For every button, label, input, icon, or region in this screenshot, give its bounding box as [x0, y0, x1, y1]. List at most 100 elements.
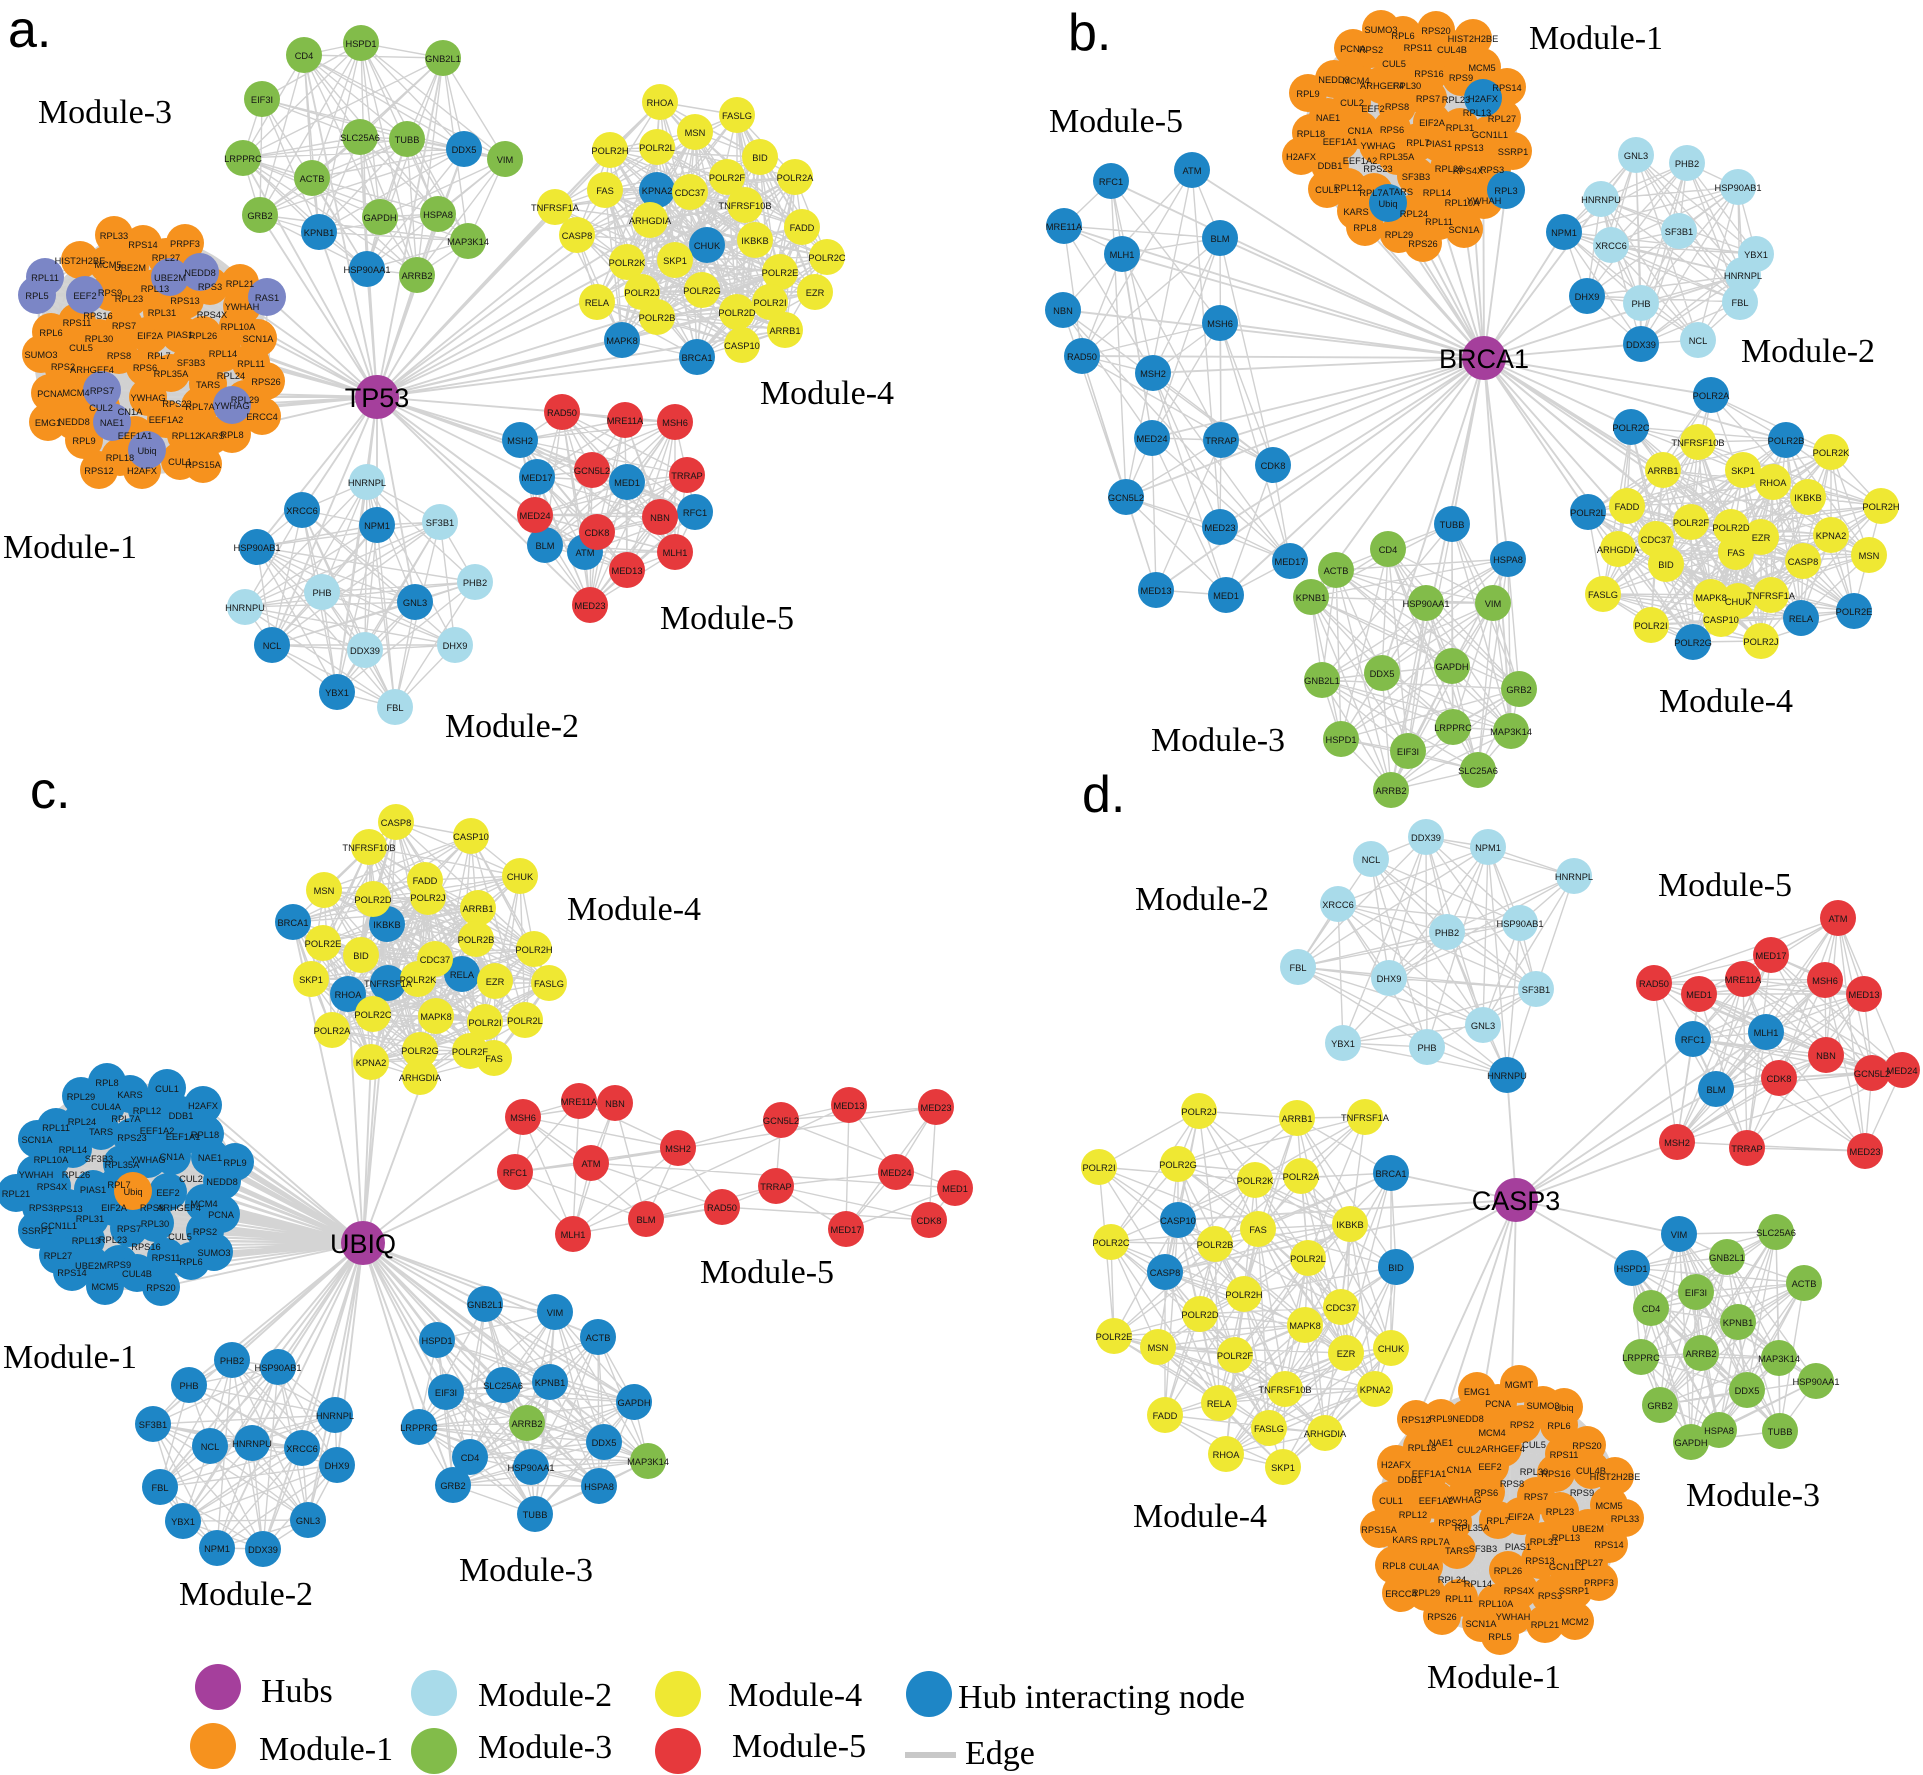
svg-text:RPL24: RPL24: [68, 1117, 96, 1127]
svg-text:ARRB2: ARRB2: [1685, 1349, 1716, 1359]
svg-text:Ubiq: Ubiq: [137, 446, 156, 456]
svg-text:RPL30: RPL30: [1520, 1467, 1548, 1477]
svg-text:EEF2: EEF2: [156, 1188, 179, 1198]
svg-text:RPL9: RPL9: [1429, 1414, 1452, 1424]
svg-text:HSP90AB1: HSP90AB1: [233, 543, 280, 553]
svg-text:BRCA1: BRCA1: [681, 353, 712, 363]
svg-text:EEF1A1: EEF1A1: [1323, 137, 1358, 147]
svg-text:RPS13: RPS13: [53, 1204, 82, 1214]
svg-text:NEDD8: NEDD8: [184, 268, 216, 278]
svg-text:POLR2F: POLR2F: [452, 1047, 488, 1057]
svg-text:RPS6: RPS6: [1380, 125, 1404, 135]
svg-text:POLR2G: POLR2G: [1159, 1160, 1197, 1170]
svg-text:FASLG: FASLG: [722, 111, 752, 121]
svg-text:Ubiq: Ubiq: [1378, 199, 1397, 209]
svg-text:RPL11: RPL11: [1425, 217, 1453, 227]
svg-text:MRE11A: MRE11A: [1046, 222, 1083, 232]
svg-text:FADD: FADD: [1615, 502, 1640, 512]
svg-text:MLH1: MLH1: [663, 548, 688, 558]
svg-text:RPL13: RPL13: [1552, 1533, 1580, 1543]
svg-text:EZR: EZR: [1337, 1349, 1356, 1359]
svg-text:IKBKB: IKBKB: [741, 236, 768, 246]
svg-text:Module-4: Module-4: [760, 375, 894, 412]
svg-text:POLR2A: POLR2A: [314, 1026, 351, 1036]
svg-text:POLR2C: POLR2C: [354, 1010, 391, 1020]
svg-text:GAPDH: GAPDH: [363, 213, 396, 223]
svg-text:RPL30: RPL30: [85, 334, 113, 344]
svg-text:FADD: FADD: [1153, 1411, 1178, 1421]
svg-text:HNRNPU: HNRNPU: [1487, 1071, 1527, 1081]
svg-text:RPL10A: RPL10A: [1479, 1599, 1514, 1609]
svg-text:SF3B3: SF3B3: [1402, 172, 1430, 182]
svg-text:Module-5: Module-5: [700, 1254, 834, 1291]
svg-text:CUL1: CUL1: [1379, 1496, 1403, 1506]
svg-text:CDK8: CDK8: [1261, 461, 1286, 471]
svg-text:RPL33: RPL33: [100, 231, 128, 241]
svg-text:CUL4B: CUL4B: [122, 1269, 152, 1279]
svg-text:RPL13: RPL13: [141, 284, 169, 294]
svg-text:RPL14: RPL14: [209, 349, 237, 359]
svg-text:EEF1A1: EEF1A1: [166, 1132, 201, 1142]
svg-text:EEF2: EEF2: [73, 291, 96, 301]
svg-text:POLR2J: POLR2J: [410, 893, 445, 903]
svg-text:RPS14: RPS14: [57, 1268, 86, 1278]
svg-text:RAD50: RAD50: [1067, 352, 1097, 362]
svg-text:MLH1: MLH1: [1754, 1028, 1779, 1038]
svg-text:POLR2I: POLR2I: [753, 298, 786, 308]
svg-text:NPM1: NPM1: [1551, 228, 1577, 238]
svg-text:PHB2: PHB2: [1675, 159, 1699, 169]
svg-text:HSPA8: HSPA8: [1704, 1426, 1734, 1436]
svg-text:SF3B3: SF3B3: [85, 1154, 113, 1164]
svg-text:Module-3: Module-3: [459, 1552, 593, 1589]
svg-text:RPS11: RPS11: [63, 318, 92, 328]
svg-text:RPL6: RPL6: [1547, 1421, 1570, 1431]
svg-text:CASP3: CASP3: [1472, 1186, 1561, 1216]
svg-text:MED23: MED23: [920, 1103, 951, 1113]
svg-text:MAP3K14: MAP3K14: [627, 1457, 669, 1467]
svg-text:RPS9: RPS9: [107, 1260, 131, 1270]
svg-text:MCM5: MCM5: [94, 260, 121, 270]
svg-text:RELA: RELA: [585, 298, 610, 308]
svg-text:BID: BID: [353, 951, 369, 961]
svg-text:POLR2A: POLR2A: [1693, 391, 1730, 401]
svg-text:POLR2C: POLR2C: [1612, 423, 1649, 433]
svg-text:RPL18: RPL18: [106, 453, 134, 463]
svg-text:CASP10: CASP10: [1160, 1216, 1196, 1226]
svg-text:H2AFX: H2AFX: [1381, 1460, 1411, 1470]
svg-text:CHUK: CHUK: [1725, 597, 1752, 607]
svg-text:HSPA8: HSPA8: [584, 1482, 614, 1492]
svg-text:RPS4X: RPS4X: [1453, 166, 1484, 176]
svg-text:CDC37: CDC37: [1641, 535, 1671, 545]
svg-text:RPS13: RPS13: [170, 296, 199, 306]
svg-text:TNFRSF1A: TNFRSF1A: [1341, 1113, 1390, 1123]
svg-text:PCNA: PCNA: [208, 1210, 235, 1220]
svg-text:RPS2: RPS2: [1359, 45, 1383, 55]
svg-text:MSH6: MSH6: [1812, 976, 1838, 986]
svg-text:POLR2H: POLR2H: [591, 146, 628, 156]
svg-text:RPS8: RPS8: [140, 1203, 164, 1213]
svg-text:H2AFX: H2AFX: [127, 466, 157, 476]
svg-text:RPS7: RPS7: [117, 1224, 141, 1234]
svg-text:RPL18: RPL18: [1408, 1443, 1436, 1453]
svg-text:POLR2B: POLR2B: [1197, 1240, 1234, 1250]
svg-text:CD4: CD4: [1642, 1304, 1661, 1314]
svg-text:RPS7: RPS7: [112, 321, 136, 331]
svg-text:Hub interacting node: Hub interacting node: [958, 1679, 1245, 1716]
svg-text:CHUK: CHUK: [694, 241, 721, 251]
svg-text:RPL13: RPL13: [1463, 108, 1491, 118]
svg-text:PCNA: PCNA: [1340, 44, 1367, 54]
svg-text:EIF2A: EIF2A: [101, 1203, 128, 1213]
svg-text:PIAS1: PIAS1: [1426, 139, 1452, 149]
svg-text:HNRNPU: HNRNPU: [225, 603, 265, 613]
svg-text:DHX9: DHX9: [325, 1461, 350, 1471]
svg-text:RELA: RELA: [1207, 1399, 1232, 1409]
svg-text:DDX39: DDX39: [350, 646, 380, 656]
svg-text:RPS3: RPS3: [1480, 165, 1504, 175]
svg-text:RPS13: RPS13: [1525, 1556, 1554, 1566]
svg-text:RPS8: RPS8: [1385, 102, 1409, 112]
svg-text:RELA: RELA: [1789, 614, 1814, 624]
svg-text:NPM1: NPM1: [204, 1544, 230, 1554]
svg-text:TNFRSF10B: TNFRSF10B: [342, 843, 395, 853]
svg-text:YWHAG: YWHAG: [130, 1155, 165, 1165]
svg-text:Module-2: Module-2: [1741, 333, 1875, 370]
